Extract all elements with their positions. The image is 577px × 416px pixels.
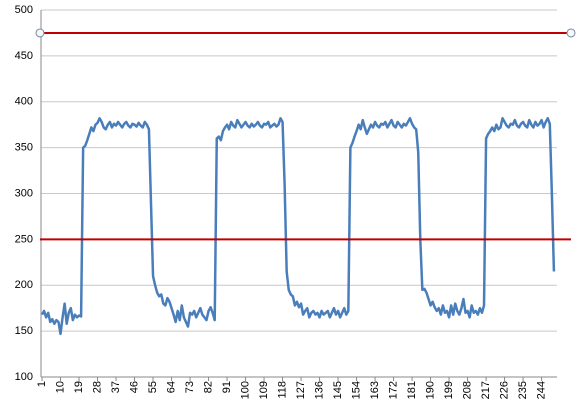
y-tick-label: 150 — [15, 325, 33, 337]
x-tick-label: 118 — [276, 381, 288, 399]
x-tick-label: 145 — [332, 381, 344, 399]
x-tick-label: 199 — [443, 381, 455, 399]
x-tick-label: 73 — [184, 381, 196, 393]
x-tick-label: 208 — [461, 381, 473, 399]
y-tick-label: 300 — [15, 187, 33, 199]
x-tick-label: 55 — [147, 381, 159, 393]
x-tick-label: 10 — [54, 381, 66, 393]
x-tick-label: 244 — [535, 381, 547, 399]
x-tick-label: 235 — [517, 381, 529, 399]
x-tick-label: 64 — [165, 381, 177, 393]
x-tick-label: 37 — [110, 381, 122, 393]
x-tick-label: 136 — [313, 381, 325, 399]
y-tick-label: 350 — [15, 142, 33, 154]
x-tick-label: 19 — [73, 381, 85, 393]
x-tick-label: 127 — [295, 381, 307, 399]
handle — [35, 28, 45, 38]
x-tick-label: 28 — [91, 381, 103, 393]
x-tick-label: 181 — [406, 381, 418, 399]
y-tick-label: 400 — [15, 96, 33, 108]
x-tick-label: 82 — [202, 381, 214, 393]
x-tick-label: 1 — [36, 381, 48, 387]
x-tick-label: 109 — [258, 381, 270, 399]
y-tick-label: 250 — [15, 233, 33, 245]
y-tick-label: 500 — [15, 4, 33, 16]
x-tick-label: 163 — [369, 381, 381, 399]
handle — [566, 28, 576, 38]
data-line — [40, 117, 556, 336]
y-tick-label: 450 — [15, 50, 33, 62]
x-tick-label: 46 — [128, 381, 140, 393]
x-tick-label: 91 — [221, 381, 233, 393]
x-tick-label: 217 — [480, 381, 492, 399]
x-tick-label: 190 — [424, 381, 436, 399]
x-tick-label: 100 — [239, 381, 251, 399]
y-tick-label: 200 — [15, 279, 33, 291]
x-tick-label: 172 — [387, 381, 399, 399]
x-tick-label: 226 — [498, 381, 510, 399]
y-tick-label: 100 — [15, 371, 33, 383]
x-tick-label: 154 — [350, 381, 362, 399]
